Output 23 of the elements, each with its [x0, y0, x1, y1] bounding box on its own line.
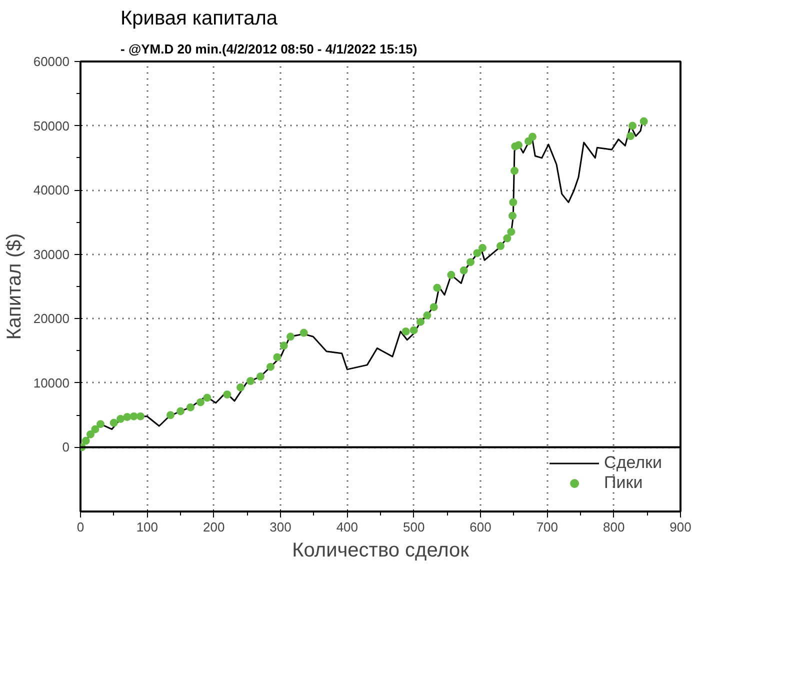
legend-label: Пики	[604, 473, 643, 493]
chart-title: Кривая капитала	[120, 8, 278, 30]
x-tick-label: 800	[602, 520, 625, 534]
y-tick-label: 20000	[33, 311, 70, 326]
x-tick-label: 100	[136, 520, 158, 534]
y-tick-label: 10000	[33, 375, 70, 390]
x-tick-label: 600	[470, 520, 492, 534]
x-tick-label: 400	[336, 520, 358, 534]
x-tick-label: 700	[536, 520, 558, 534]
legend-label: Сделки	[604, 453, 662, 473]
y-axis-title: Капитал ($)	[3, 233, 26, 340]
y-tick-label: 60000	[33, 54, 70, 69]
x-tick-label: 500	[402, 520, 425, 534]
x-tick-label: 0	[76, 520, 84, 534]
y-tick-label: 50000	[33, 118, 70, 134]
y-tick-label: 40000	[33, 182, 70, 198]
x-tick-label: 300	[270, 520, 292, 534]
x-tick-label: 900	[670, 520, 692, 534]
y-tick-label: 30000	[33, 246, 70, 262]
chart-subtitle: - @YM.D 20 min.(4/2/2012 08:50 - 4/1/2022 15:15)	[120, 42, 418, 56]
y-tick-label: 0	[62, 440, 70, 455]
x-tick-label: 200	[202, 520, 225, 534]
x-axis-title: Количество сделок	[292, 540, 470, 562]
